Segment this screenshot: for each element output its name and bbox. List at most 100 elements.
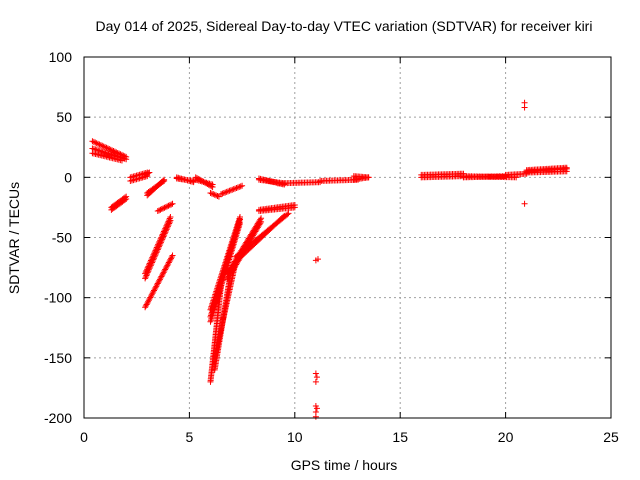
data-point (162, 265, 169, 272)
data-point (152, 247, 159, 254)
data-point (168, 201, 175, 208)
data-point (160, 205, 167, 212)
x-tick-label: 5 (186, 429, 194, 445)
data-point (161, 177, 168, 184)
data-point (233, 185, 240, 192)
data-point (157, 274, 164, 281)
data-point (153, 244, 160, 251)
data-point (218, 191, 225, 198)
data-point (161, 204, 168, 211)
data-point (166, 202, 173, 209)
data-point (152, 284, 159, 291)
data-point (159, 231, 166, 238)
data-point (154, 208, 161, 215)
axis-ticks (83, 56, 612, 419)
data-point (313, 405, 320, 412)
grid-lines (84, 57, 611, 418)
data-point (148, 293, 155, 300)
y-tick-label: -100 (44, 290, 72, 306)
data-point (239, 182, 246, 189)
data-point (143, 267, 150, 274)
x-tick-label: 25 (603, 429, 619, 445)
data-point (218, 282, 225, 289)
data-point (223, 188, 230, 195)
data-point (164, 262, 171, 269)
y-tick-labels: 100 50 0 -50 -100 -150 -200 (44, 49, 72, 426)
data-point (168, 253, 175, 260)
data-point (168, 255, 175, 262)
data-point (150, 288, 157, 295)
data-point (159, 178, 166, 185)
data-point (165, 218, 172, 225)
data-point (146, 169, 153, 176)
data-point (214, 192, 221, 199)
data-point (151, 287, 158, 294)
chart-title: Day 014 of 2025, Sidereal Day-to-day VTE… (96, 18, 593, 34)
data-point (230, 186, 237, 193)
data-point (159, 270, 166, 277)
data-point (148, 256, 155, 263)
data-point (151, 250, 158, 257)
y-tick-label: -50 (52, 230, 72, 246)
data-point (163, 263, 170, 270)
data-point (93, 140, 100, 147)
data-point (236, 214, 243, 221)
y-tick-label: -150 (44, 350, 72, 366)
data-point (162, 266, 169, 273)
y-tick-label: 0 (64, 169, 72, 185)
data-point (156, 277, 163, 284)
data-point (167, 256, 174, 263)
data-point (312, 378, 319, 385)
data-point (161, 267, 168, 274)
data-point (232, 185, 239, 192)
data-point (164, 203, 171, 210)
data-point (142, 304, 149, 311)
data-point (158, 234, 165, 241)
data-point (145, 263, 152, 270)
data-point (142, 302, 149, 309)
data-point (154, 243, 161, 250)
data-point (159, 272, 166, 279)
data-point (142, 270, 149, 277)
data-point (150, 251, 157, 258)
data-point (160, 269, 167, 276)
data-point (145, 298, 152, 305)
data-point (142, 269, 149, 276)
data-point (121, 194, 128, 201)
data-point (234, 184, 241, 191)
data-point (167, 214, 174, 221)
data-point (149, 253, 156, 260)
data-point (95, 140, 102, 147)
data-point (208, 190, 215, 197)
data-point (155, 279, 162, 286)
data-point (155, 241, 162, 248)
data-point (154, 280, 161, 287)
data-point (160, 229, 167, 236)
data-point (147, 294, 154, 301)
data-point (207, 189, 214, 196)
data-point (118, 157, 125, 164)
data-point (365, 174, 372, 181)
x-tick-label: 20 (498, 429, 514, 445)
data-point (166, 215, 173, 222)
data-point (162, 225, 169, 232)
data-point (145, 170, 152, 177)
data-point (166, 216, 173, 223)
data-point (161, 227, 168, 234)
data-point (158, 206, 165, 213)
data-point (210, 191, 217, 198)
data-point (110, 148, 117, 155)
data-point (314, 256, 321, 263)
data-point (312, 413, 319, 420)
data-point (169, 252, 176, 259)
data-point (147, 257, 154, 264)
data-point (144, 300, 151, 307)
data-point (146, 260, 153, 267)
data-point (145, 297, 152, 304)
data-point (102, 144, 109, 151)
data-point (157, 237, 164, 244)
data-point (237, 183, 244, 190)
data-point (229, 186, 236, 193)
data-point (162, 224, 169, 231)
